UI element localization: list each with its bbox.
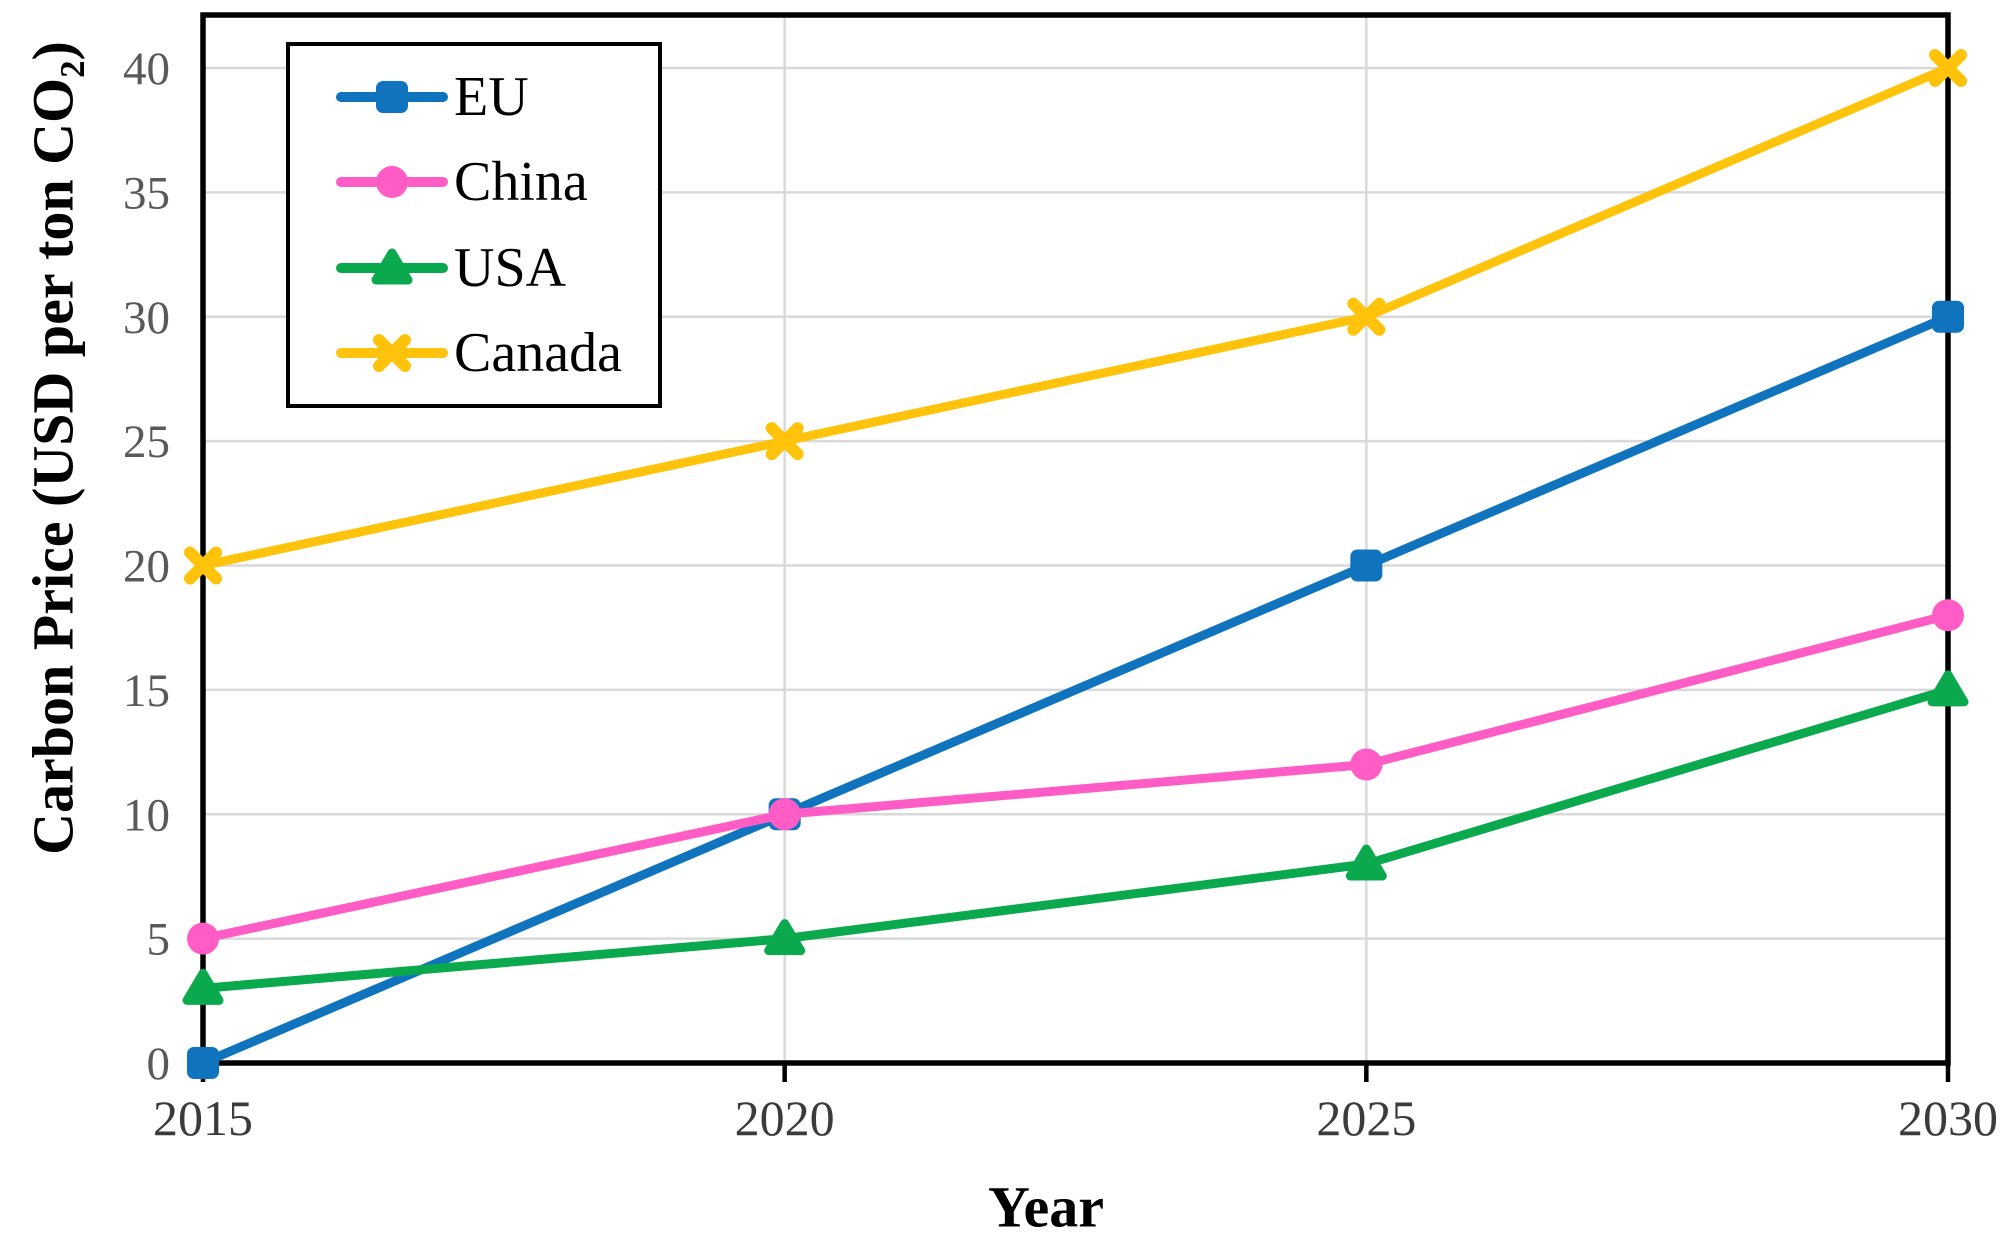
series-marker-china-2020: [768, 798, 801, 831]
legend-marker-usa: [371, 248, 413, 285]
x-tick-label-2015: 2015: [153, 1090, 253, 1146]
y-tick-label-35: 35: [123, 167, 170, 219]
series-marker-china-2015: [187, 922, 219, 955]
series-marker-canada-2020: [765, 422, 804, 461]
legend-marker-eu: [376, 80, 408, 113]
y-tick-label-40: 40: [123, 43, 170, 95]
series-line-china: [198, 610, 1953, 944]
y-tick-label-10: 10: [123, 789, 170, 841]
legend-circle-icon: [336, 166, 448, 199]
legend: EU China USA Canada: [286, 42, 662, 408]
series-line-canada: [198, 63, 1953, 570]
y-tick-label-0: 0: [147, 1038, 171, 1090]
legend-triangle-icon: [336, 248, 448, 285]
series-marker-canada-2030: [1929, 49, 1967, 87]
series-marker-eu-2030: [1932, 300, 1964, 333]
series-line-eu: [198, 312, 1953, 1068]
legend-item-usa: USA: [336, 236, 658, 300]
series-marker-eu-2025: [1350, 549, 1383, 582]
series-marker-usa-2030: [1927, 670, 1969, 707]
legend-label-china: China: [454, 151, 588, 214]
series-marker-china-2025: [1350, 748, 1383, 781]
legend-label-canada: Canada: [454, 322, 622, 385]
x-tick-label-2025: 2025: [1316, 1090, 1416, 1146]
series-marker-eu-2015: [187, 1047, 219, 1079]
plot-border: [200, 12, 1951, 1066]
legend-marker-china: [376, 166, 408, 199]
legend-label-eu: EU: [454, 65, 529, 128]
y-tick-label-20: 20: [123, 541, 170, 593]
legend-item-canada: Canada: [336, 321, 658, 385]
y-tick-label-15: 15: [123, 665, 170, 717]
series-marker-usa-2015: [182, 968, 224, 1005]
legend-item-eu: EU: [336, 65, 658, 129]
legend-square-icon: [336, 80, 448, 113]
y-tick-label-25: 25: [123, 416, 170, 468]
series-line-usa: [198, 685, 1953, 993]
legend-item-china: China: [336, 150, 658, 214]
series-marker-usa-2025: [1345, 844, 1387, 881]
legend-label-usa: USA: [454, 236, 567, 299]
series-marker-canada-2025: [1347, 297, 1386, 336]
legend-x-icon: [336, 334, 448, 373]
series-marker-canada-2015: [184, 546, 222, 585]
y-axis-title: Carbon Price (USD per ton CO₂): [20, 41, 86, 855]
x-axis-title: Year: [988, 1174, 1104, 1240]
y-tick-label-30: 30: [123, 292, 170, 344]
y-tick-label-5: 5: [147, 914, 171, 966]
legend-marker-canada: [373, 334, 411, 373]
series-marker-china-2030: [1932, 599, 1964, 632]
x-tick-label-2030: 2030: [1898, 1090, 1998, 1146]
series-marker-usa-2020: [764, 919, 806, 956]
x-tick-label-2020: 2020: [735, 1090, 835, 1146]
